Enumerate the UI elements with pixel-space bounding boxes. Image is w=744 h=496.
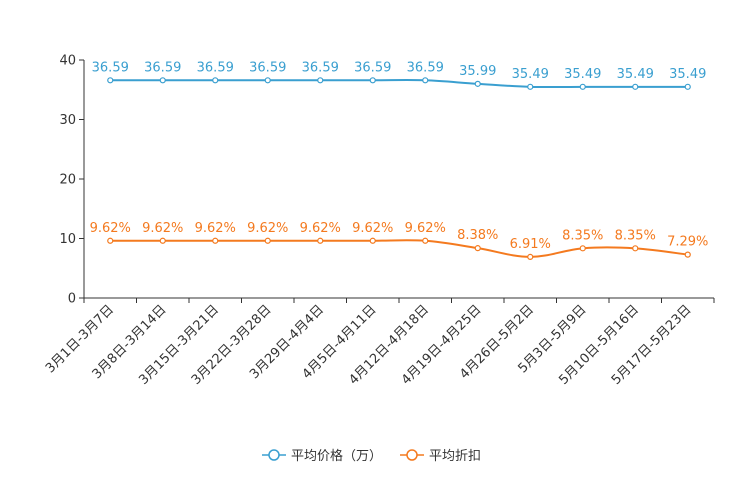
data-label: 35.49	[564, 67, 601, 82]
data-point	[369, 237, 376, 244]
data-point	[632, 83, 639, 90]
y-tick-label: 0	[68, 292, 76, 307]
data-point	[264, 77, 271, 84]
y-tick-label: 20	[59, 173, 76, 188]
data-point	[422, 77, 429, 84]
data-point	[579, 83, 586, 90]
series-line-1	[110, 239, 688, 258]
data-label: 35.49	[617, 67, 654, 82]
data-label: 36.59	[92, 60, 129, 75]
data-label: 35.49	[512, 67, 549, 82]
data-point	[474, 245, 481, 252]
data-label: 8.35%	[615, 228, 656, 243]
data-point	[684, 83, 691, 90]
data-label: 36.59	[302, 60, 339, 75]
data-point	[527, 83, 534, 90]
data-point	[684, 251, 691, 258]
data-point	[159, 77, 166, 84]
data-label: 35.49	[669, 67, 706, 82]
data-point	[317, 237, 324, 244]
legend: 平均价格（万） 平均折扣	[262, 448, 481, 464]
legend-marker-icon	[268, 449, 280, 461]
data-point	[264, 237, 271, 244]
data-label: 8.35%	[562, 228, 603, 243]
data-label: 35.99	[459, 64, 496, 79]
data-point	[369, 77, 376, 84]
data-point	[159, 237, 166, 244]
data-label: 9.62%	[405, 221, 446, 236]
data-point	[107, 237, 114, 244]
y-tick-label: 40	[59, 54, 76, 69]
data-label: 9.62%	[300, 221, 341, 236]
legend-marker-icon	[406, 449, 418, 461]
y-tick-label: 30	[59, 113, 76, 128]
data-label: 9.62%	[90, 221, 131, 236]
data-label: 36.59	[144, 60, 181, 75]
data-point	[527, 253, 534, 260]
data-point	[474, 80, 481, 87]
data-point	[212, 77, 219, 84]
data-point	[579, 245, 586, 252]
data-point	[107, 77, 114, 84]
y-tick-label: 10	[59, 232, 76, 247]
data-label: 6.91%	[510, 237, 551, 252]
data-label: 7.29%	[667, 235, 708, 250]
data-label: 8.38%	[457, 228, 498, 243]
legend-item-0: 平均价格（万）	[262, 448, 382, 464]
data-point	[632, 245, 639, 252]
data-label: 36.59	[407, 60, 444, 75]
data-label: 36.59	[354, 60, 391, 75]
series-line-0	[110, 79, 688, 89]
data-label: 9.62%	[195, 221, 236, 236]
data-label: 36.59	[197, 60, 234, 75]
data-point	[317, 77, 324, 84]
data-label: 9.62%	[142, 221, 183, 236]
series-0: 36.59 36.59 36.59 36.59 36.59 36.59 36.59 35.99…	[92, 60, 706, 90]
data-label: 9.62%	[247, 221, 288, 236]
legend-label: 平均折扣	[429, 449, 481, 464]
series-1: 9.62% 9.62% 9.62% 9.62% 9.62% 9.62% 9.62% 8.38%…	[90, 221, 708, 260]
series-layer: 36.59 36.59 36.59 36.59 36.59 36.59 36.59 35.99…	[90, 60, 708, 260]
data-label: 36.59	[249, 60, 286, 75]
legend-label: 平均价格（万）	[291, 448, 382, 464]
legend-item-1: 平均折扣	[400, 449, 481, 464]
data-point	[212, 237, 219, 244]
data-point	[422, 237, 429, 244]
data-label: 9.62%	[352, 221, 393, 236]
